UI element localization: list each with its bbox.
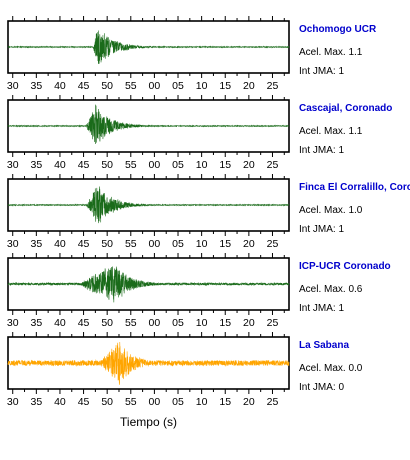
x-tick-label: 00 bbox=[149, 317, 161, 329]
x-tick-label: 55 bbox=[125, 159, 137, 171]
x-tick-label: 25 bbox=[267, 317, 279, 329]
x-tick-label: 55 bbox=[125, 317, 137, 329]
x-tick-label: 55 bbox=[125, 396, 137, 408]
waveform-trace bbox=[7, 186, 290, 224]
x-tick-label: 05 bbox=[172, 238, 184, 250]
station-name: Finca El Corralillo, Coronado bbox=[299, 182, 410, 193]
jma-intensity: Int JMA: 1 bbox=[299, 145, 344, 156]
x-tick-label: 35 bbox=[30, 238, 42, 250]
x-tick-label: 45 bbox=[78, 159, 90, 171]
max-acceleration: Acel. Max. 0.0 bbox=[299, 363, 363, 374]
jma-intensity: Int JMA: 1 bbox=[299, 224, 344, 235]
x-tick-label: 25 bbox=[267, 238, 279, 250]
x-tick-label: 10 bbox=[196, 317, 208, 329]
waveform-trace bbox=[7, 30, 290, 65]
x-tick-label: 55 bbox=[125, 80, 137, 92]
x-tick-label: 15 bbox=[219, 317, 231, 329]
x-tick-label: 25 bbox=[267, 80, 279, 92]
x-tick-label: 20 bbox=[243, 396, 255, 408]
max-acceleration: Acel. Max. 0.6 bbox=[299, 284, 363, 295]
x-tick-label: 00 bbox=[149, 238, 161, 250]
x-tick-label: 10 bbox=[196, 80, 208, 92]
x-tick-label: 15 bbox=[219, 238, 231, 250]
x-tick-label: 40 bbox=[54, 396, 66, 408]
x-tick-label: 20 bbox=[243, 317, 255, 329]
x-axis-title: Tiempo (s) bbox=[120, 415, 177, 429]
x-tick-label: 30 bbox=[7, 80, 19, 92]
station-name: Ochomogo UCR bbox=[299, 24, 377, 35]
waveform-trace bbox=[7, 104, 290, 144]
waveform-panel: 30 35 40 45 50 55 00 05 10 15 20 25 La Sabana Acel. M… bbox=[7, 332, 363, 408]
x-tick-label: 10 bbox=[196, 238, 208, 250]
x-tick-label: 30 bbox=[7, 159, 19, 171]
max-acceleration: Acel. Max. 1.1 bbox=[299, 126, 363, 137]
x-tick-label: 05 bbox=[172, 317, 184, 329]
x-tick-label: 10 bbox=[196, 396, 208, 408]
x-tick-label: 30 bbox=[7, 238, 19, 250]
x-tick-label: 15 bbox=[219, 159, 231, 171]
x-tick-label: 30 bbox=[7, 396, 19, 408]
waveform-panel: 30 35 40 45 50 55 00 05 10 15 20 25 ICP-UCR Coronado… bbox=[7, 253, 391, 329]
x-tick-label: 55 bbox=[125, 238, 137, 250]
station-name: ICP-UCR Coronado bbox=[299, 261, 391, 272]
x-tick-label: 35 bbox=[30, 396, 42, 408]
waveform-panel: 30 35 40 45 50 55 00 05 10 15 20 25 Finca El Corrali… bbox=[7, 174, 410, 250]
jma-intensity: Int JMA: 1 bbox=[299, 66, 344, 77]
x-tick-label: 30 bbox=[7, 317, 19, 329]
max-acceleration: Acel. Max. 1.1 bbox=[299, 47, 363, 58]
max-acceleration: Acel. Max. 1.0 bbox=[299, 205, 363, 216]
x-tick-label: 40 bbox=[54, 159, 66, 171]
x-tick-label: 00 bbox=[149, 159, 161, 171]
x-tick-label: 10 bbox=[196, 159, 208, 171]
jma-intensity: Int JMA: 0 bbox=[299, 382, 344, 393]
x-tick-label: 00 bbox=[149, 396, 161, 408]
x-tick-label: 50 bbox=[101, 396, 113, 408]
waveform-trace bbox=[7, 266, 290, 303]
x-tick-label: 00 bbox=[149, 80, 161, 92]
waveform-panel: 30 35 40 45 50 55 00 05 10 15 20 25 Cascajal, Corona… bbox=[7, 95, 392, 171]
x-tick-label: 25 bbox=[267, 159, 279, 171]
x-tick-label: 35 bbox=[30, 159, 42, 171]
waveform-trace bbox=[7, 342, 290, 385]
x-tick-label: 20 bbox=[243, 159, 255, 171]
x-tick-label: 45 bbox=[78, 396, 90, 408]
x-tick-label: 05 bbox=[172, 396, 184, 408]
waveform-panel: 30 35 40 45 50 55 00 05 10 15 20 25 Ochomogo UCR Acel… bbox=[7, 16, 377, 92]
x-tick-label: 15 bbox=[219, 396, 231, 408]
x-tick-label: 50 bbox=[101, 238, 113, 250]
x-tick-label: 45 bbox=[78, 238, 90, 250]
x-tick-label: 50 bbox=[101, 317, 113, 329]
x-tick-label: 25 bbox=[267, 396, 279, 408]
x-tick-label: 05 bbox=[172, 159, 184, 171]
x-tick-label: 35 bbox=[30, 80, 42, 92]
x-tick-label: 40 bbox=[54, 238, 66, 250]
x-tick-label: 20 bbox=[243, 238, 255, 250]
x-tick-label: 15 bbox=[219, 80, 231, 92]
station-name: Cascajal, Coronado bbox=[299, 103, 392, 114]
x-tick-label: 45 bbox=[78, 80, 90, 92]
x-tick-label: 40 bbox=[54, 317, 66, 329]
x-tick-label: 50 bbox=[101, 80, 113, 92]
x-tick-label: 05 bbox=[172, 80, 184, 92]
x-tick-label: 20 bbox=[243, 80, 255, 92]
x-tick-label: 45 bbox=[78, 317, 90, 329]
jma-intensity: Int JMA: 1 bbox=[299, 303, 344, 314]
x-tick-label: 40 bbox=[54, 80, 66, 92]
x-tick-label: 35 bbox=[30, 317, 42, 329]
x-tick-label: 50 bbox=[101, 159, 113, 171]
station-name: La Sabana bbox=[299, 340, 349, 351]
